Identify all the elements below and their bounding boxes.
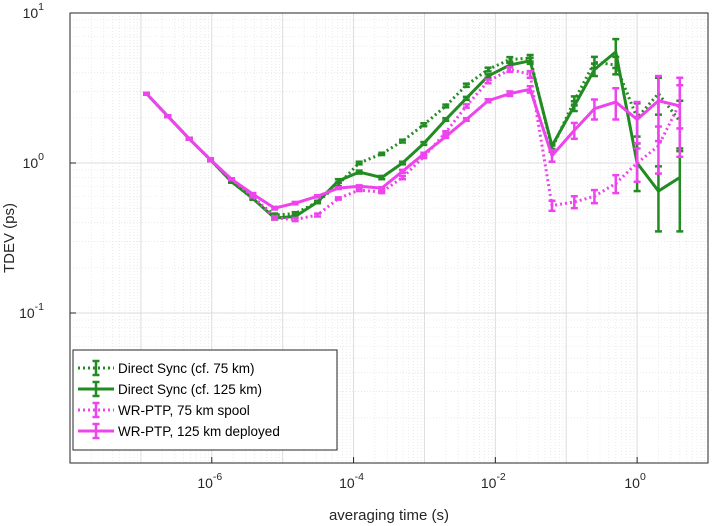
data-point-errorbar — [420, 140, 428, 147]
data-point-errorbar — [442, 116, 450, 123]
data-point-errorbar — [164, 114, 172, 119]
data-point-errorbar — [612, 173, 620, 195]
data-point-errorbar — [654, 74, 662, 143]
data-point-errorbar — [334, 177, 342, 184]
data-point-errorbar — [249, 191, 257, 197]
series-line — [145, 87, 681, 210]
data-point-errorbar — [378, 189, 386, 195]
data-point-errorbar — [355, 184, 363, 189]
data-point-errorbar — [185, 136, 193, 141]
data-point-errorbar — [570, 121, 578, 141]
data-point-errorbar — [570, 100, 578, 113]
data-point-errorbar — [420, 151, 428, 157]
data-point-errorbar — [526, 84, 534, 94]
data-point-errorbar — [313, 199, 321, 205]
x-tick-exponent: 0 — [640, 471, 646, 483]
legend-entry: WR-PTP, 125 km deployed — [78, 422, 280, 440]
data-point-errorbar — [442, 134, 450, 140]
data-point-errorbar — [548, 148, 556, 163]
y-tick-exponent: 1 — [38, 1, 44, 13]
data-point-errorbar — [291, 216, 299, 223]
data-point-errorbar — [291, 200, 299, 206]
data-point-errorbar — [484, 98, 492, 104]
data-point-errorbar — [462, 82, 470, 89]
data-point-errorbar — [355, 187, 363, 193]
data-point-errorbar — [228, 177, 236, 182]
data-point-errorbar — [590, 98, 598, 121]
data-point-errorbar — [355, 160, 363, 166]
legend-entry: Direct Sync (cf. 125 km) — [78, 380, 262, 398]
data-point-errorbar — [378, 185, 386, 191]
series-layer — [143, 37, 684, 233]
data-point-errorbar — [590, 62, 598, 78]
data-point-errorbar — [484, 66, 492, 73]
data-point-errorbar — [378, 151, 386, 157]
data-point-errorbar — [526, 56, 534, 66]
plot-frame — [69, 12, 709, 464]
series-4 — [143, 74, 684, 211]
y-axis-label: TDEV (ps) — [1, 203, 18, 273]
data-point-errorbar — [271, 215, 279, 221]
data-point-errorbar — [398, 160, 406, 166]
x-tick-exponent: -6 — [213, 471, 222, 483]
data-point-errorbar — [633, 147, 641, 183]
data-point-errorbar — [612, 87, 620, 121]
legend-box — [72, 349, 338, 451]
data-point-errorbar — [313, 193, 321, 199]
legend: Direct Sync (cf. 75 km) Direct Sync (cf. … — [72, 349, 338, 451]
data-point-errorbar — [462, 116, 470, 123]
data-point-errorbar — [398, 138, 406, 144]
legend-entry: WR-PTP, 75 km spool — [78, 401, 250, 419]
data-point-errorbar — [398, 168, 406, 175]
legend-entry: Direct Sync (cf. 75 km) — [78, 359, 255, 377]
x-tick-exponent: -2 — [496, 471, 505, 483]
data-point-errorbar — [398, 174, 406, 181]
data-point-errorbar — [334, 185, 342, 191]
data-point-errorbar — [633, 100, 641, 145]
y-tick-exponent: 0 — [38, 151, 44, 163]
data-point-errorbar — [334, 196, 342, 201]
data-point-errorbar — [570, 195, 578, 210]
data-point-errorbar — [442, 103, 450, 109]
legend-label: WR-PTP, 125 km deployed — [118, 424, 280, 439]
data-point-errorbar — [462, 103, 470, 109]
data-point-errorbar — [378, 174, 386, 181]
data-point-errorbar — [548, 199, 556, 213]
data-point-errorbar — [484, 73, 492, 80]
data-point-errorbar — [506, 90, 514, 98]
data-point-errorbar — [612, 37, 620, 70]
legend-label: WR-PTP, 75 km spool — [118, 403, 250, 418]
x-tick-exponent: -4 — [355, 471, 364, 483]
data-point-errorbar — [590, 188, 598, 205]
data-point-errorbar — [271, 205, 279, 211]
data-point-errorbar — [313, 212, 321, 218]
x-axis-label: averaging time (s) — [329, 507, 449, 524]
data-point-errorbar — [526, 69, 534, 80]
data-point-errorbar — [462, 95, 470, 102]
data-point-errorbar — [207, 157, 215, 163]
legend-label: Direct Sync (cf. 125 km) — [118, 382, 262, 397]
y-tick-exponent: -1 — [35, 301, 44, 313]
data-point-errorbar — [420, 122, 428, 128]
data-point-errorbar — [676, 76, 684, 159]
data-point-errorbar — [484, 78, 492, 85]
legend-label: Direct Sync (cf. 75 km) — [118, 361, 255, 376]
data-point-errorbar — [355, 169, 363, 175]
data-point-errorbar — [143, 91, 151, 96]
data-point-errorbar — [506, 65, 514, 74]
